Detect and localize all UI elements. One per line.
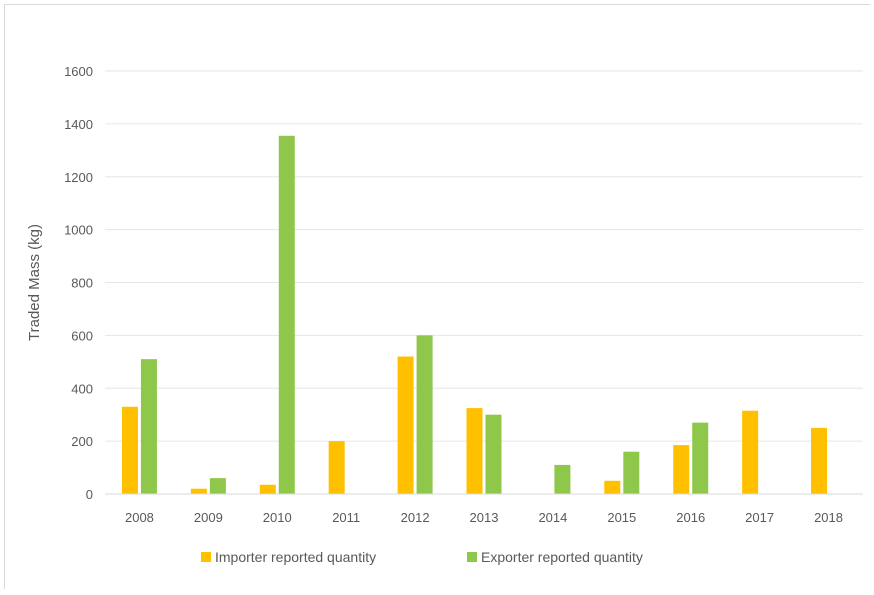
legend-swatch — [467, 552, 477, 562]
exporter-bar-2009 — [209, 478, 226, 494]
y-tick-label: 0 — [86, 487, 93, 502]
y-tick-label: 1200 — [64, 170, 93, 185]
x-tick-label: 2018 — [814, 510, 843, 525]
y-tick-label: 800 — [71, 276, 93, 291]
legend-swatch — [201, 552, 211, 562]
exporter-bar-2012 — [416, 335, 433, 494]
x-tick-label: 2012 — [401, 510, 430, 525]
importer-bar-2013 — [466, 408, 483, 494]
y-tick-label: 400 — [71, 381, 93, 396]
y-axis-ticks: 0 200 400 600 800 1000 1200 1400 1600 — [64, 64, 93, 502]
importer-bar-2016 — [673, 445, 690, 494]
y-tick-label: 1000 — [64, 223, 93, 238]
y-tick-label: 1400 — [64, 117, 93, 132]
y-tick-label: 200 — [71, 434, 93, 449]
x-tick-label: 2008 — [125, 510, 154, 525]
x-tick-label: 2014 — [538, 510, 567, 525]
x-axis-ticks: 2008 2009 2010 2011 2012 2013 2014 2015 2016 2017… — [125, 510, 843, 525]
legend-label: Importer reported quantity — [215, 549, 376, 565]
importer-bar-2009 — [190, 488, 207, 494]
x-tick-label: 2009 — [194, 510, 223, 525]
exporter-bar-2015 — [623, 451, 640, 494]
x-tick-label: 2013 — [470, 510, 499, 525]
bars — [121, 135, 828, 494]
y-tick-label: 1600 — [64, 64, 93, 79]
x-tick-label: 2011 — [332, 510, 360, 525]
importer-bar-2017 — [742, 410, 759, 494]
exporter-bar-2016 — [692, 422, 709, 494]
x-tick-label: 2017 — [745, 510, 774, 525]
exporter-bar-2008 — [140, 359, 157, 494]
importer-bar-2012 — [397, 356, 414, 494]
y-axis-title: Traded Mass (kg) — [26, 224, 43, 341]
importer-bar-2015 — [604, 480, 621, 494]
legend: Importer reported quantity Exporter repor… — [201, 549, 643, 565]
importer-bar-2008 — [121, 406, 138, 494]
x-tick-label: 2016 — [676, 510, 705, 525]
exporter-bar-2010 — [278, 135, 295, 494]
exporter-bar-2013 — [485, 414, 502, 494]
y-tick-label: 600 — [71, 328, 93, 343]
legend-label: Exporter reported quantity — [481, 549, 643, 565]
x-tick-label: 2010 — [263, 510, 292, 525]
gridlines — [105, 70, 863, 442]
importer-bar-2018 — [811, 427, 828, 494]
chart-frame: 0 200 400 600 800 1000 1200 1400 1600 2008 2009 20… — [4, 4, 870, 589]
x-tick-label: 2015 — [607, 510, 636, 525]
importer-bar-2011 — [328, 441, 345, 494]
importer-bar-2010 — [259, 484, 276, 494]
exporter-bar-2014 — [554, 464, 571, 494]
